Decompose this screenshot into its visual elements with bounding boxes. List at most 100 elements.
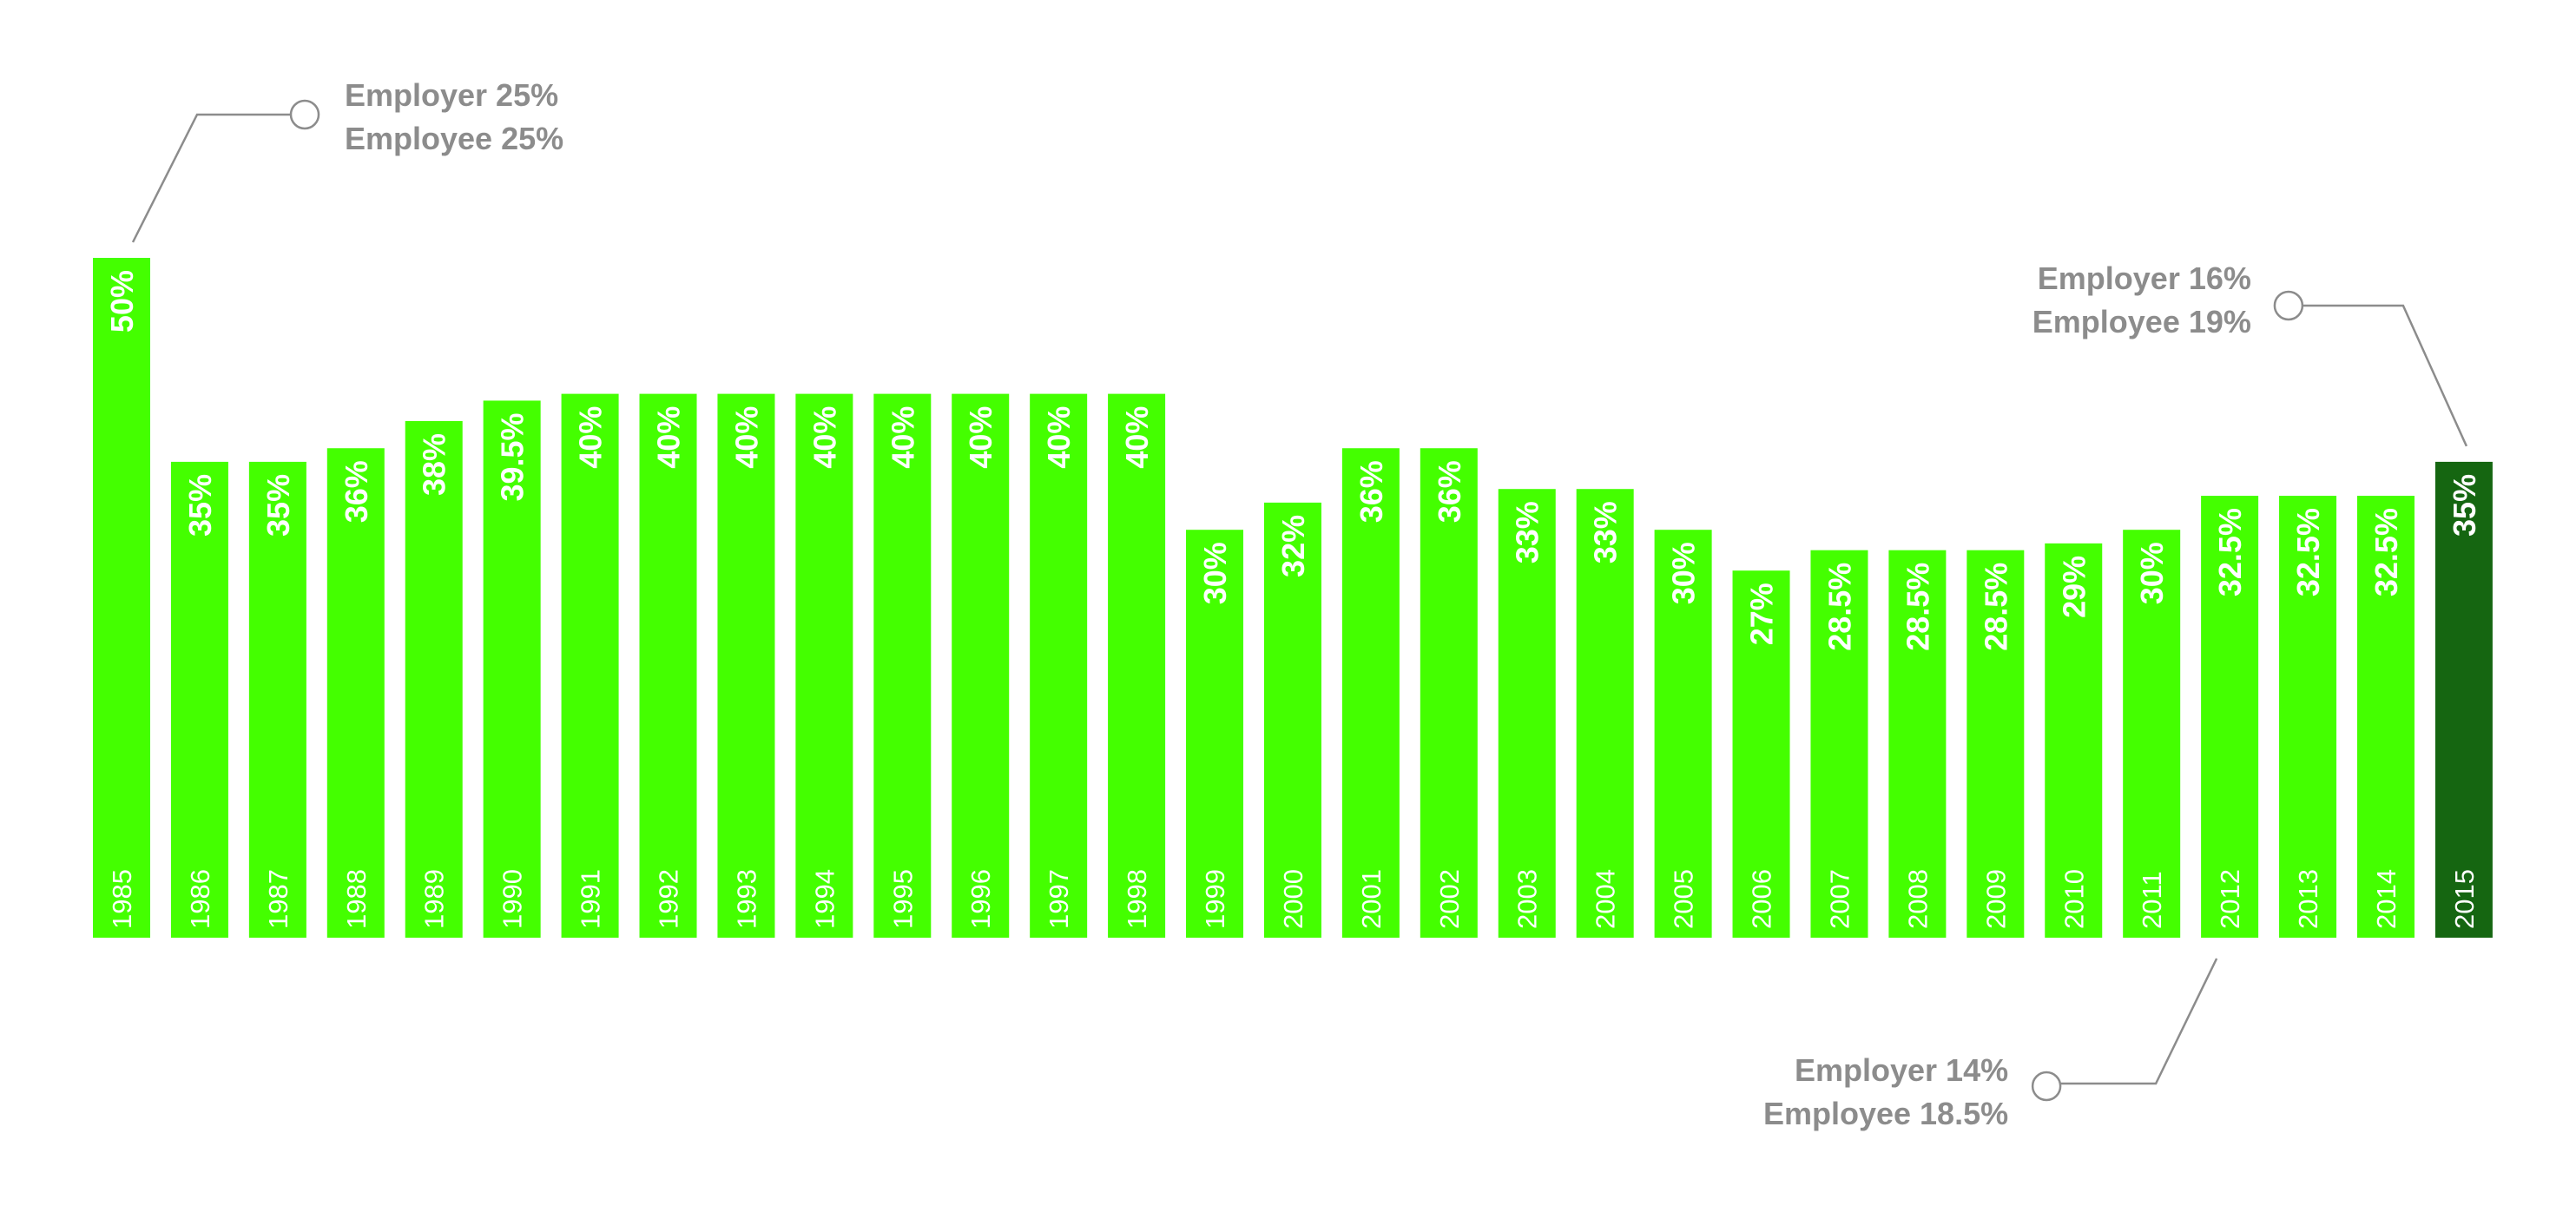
value-label-2002: 36% bbox=[1432, 460, 1467, 523]
bar-2012 bbox=[2201, 496, 2259, 938]
bar-1992 bbox=[639, 393, 697, 939]
year-label-2010: 2010 bbox=[2059, 869, 2089, 929]
year-label-2011: 2011 bbox=[2137, 871, 2167, 929]
year-label-2012: 2012 bbox=[2215, 869, 2245, 929]
year-label-2004: 2004 bbox=[1591, 869, 1621, 929]
value-label-2007: 28.5% bbox=[1822, 563, 1857, 651]
annotation-marker bbox=[2273, 290, 2304, 321]
value-label-1999: 30% bbox=[1197, 542, 1233, 604]
bar-2007 bbox=[1810, 550, 1868, 938]
value-label-2013: 32.5% bbox=[2290, 508, 2326, 596]
bar-1997 bbox=[1030, 393, 1088, 939]
bar-2011 bbox=[2123, 530, 2181, 938]
annotation-marker bbox=[2031, 1071, 2062, 1102]
bar-1995 bbox=[873, 393, 932, 939]
year-label-1992: 1992 bbox=[654, 869, 684, 929]
value-label-2012: 32.5% bbox=[2212, 508, 2248, 596]
value-label-2006: 27% bbox=[1744, 583, 1780, 645]
bar-2004 bbox=[1576, 489, 1634, 938]
annotation-leader-line bbox=[2300, 304, 2468, 447]
annotation-line-1985-1: Employee 25% bbox=[345, 121, 563, 156]
bar-2010 bbox=[2045, 543, 2103, 938]
year-label-1990: 1990 bbox=[497, 869, 528, 929]
year-label-1999: 1999 bbox=[1200, 869, 1230, 929]
value-label-2008: 28.5% bbox=[1900, 563, 1935, 651]
year-label-1997: 1997 bbox=[1044, 869, 1074, 929]
bar-2002 bbox=[1420, 448, 1478, 938]
year-label-2006: 2006 bbox=[1747, 869, 1777, 929]
bar-2015 bbox=[2434, 461, 2493, 938]
bar-2006 bbox=[1732, 570, 1790, 938]
value-label-2005: 30% bbox=[1666, 542, 1702, 604]
bar-1985 bbox=[93, 258, 150, 938]
year-label-2009: 2009 bbox=[1980, 869, 2011, 929]
bar-2014 bbox=[2356, 496, 2415, 938]
value-label-1990: 39.5% bbox=[495, 412, 530, 501]
bar-1987 bbox=[248, 461, 306, 938]
year-label-1998: 1998 bbox=[1122, 869, 1152, 929]
bar-1988 bbox=[326, 448, 385, 938]
value-label-2010: 29% bbox=[2056, 556, 2092, 618]
year-label-2002: 2002 bbox=[1434, 869, 1465, 929]
value-label-1994: 40% bbox=[807, 406, 842, 469]
year-label-1994: 1994 bbox=[809, 869, 840, 929]
annotation-marker bbox=[289, 99, 320, 130]
year-label-2015: 2015 bbox=[2449, 869, 2480, 929]
value-label-2014: 32.5% bbox=[2368, 508, 2404, 596]
bar-2001 bbox=[1341, 448, 1400, 938]
value-label-2004: 33% bbox=[1588, 501, 1624, 563]
annotation-2012: Employer 14% Employee 18.5% bbox=[1763, 958, 2218, 1131]
bar-2003 bbox=[1498, 489, 1556, 938]
value-label-1993: 40% bbox=[728, 406, 764, 469]
value-label-1988: 36% bbox=[339, 460, 374, 523]
value-label-1997: 40% bbox=[1041, 406, 1077, 469]
value-label-1987: 35% bbox=[260, 474, 296, 537]
annotation-line-2015-1: Employee 19% bbox=[2032, 304, 2251, 339]
year-label-1989: 1989 bbox=[419, 869, 450, 929]
bar-2013 bbox=[2279, 496, 2337, 938]
bar-1990 bbox=[483, 400, 541, 938]
value-label-2000: 32% bbox=[1275, 515, 1311, 577]
bar-1993 bbox=[717, 393, 775, 939]
bar-1989 bbox=[405, 420, 463, 938]
value-label-1998: 40% bbox=[1119, 406, 1155, 469]
annotations-layer: Employer 25%Employee 25%Employer 16%Empl… bbox=[131, 77, 2468, 1131]
year-label-1988: 1988 bbox=[341, 869, 372, 929]
value-label-2015: 35% bbox=[2447, 474, 2482, 537]
annotation-leader-line bbox=[131, 113, 293, 243]
year-label-2003: 2003 bbox=[1512, 869, 1543, 929]
bar-2000 bbox=[1263, 502, 1321, 938]
value-label-2001: 36% bbox=[1354, 460, 1389, 523]
annotation-line-1985-0: Employer 25% bbox=[345, 77, 558, 113]
annotation-leader-line bbox=[2059, 958, 2218, 1085]
value-label-1985: 50% bbox=[104, 270, 140, 333]
year-label-2014: 2014 bbox=[2371, 869, 2401, 929]
bars-layer: 50% 1985 35% 1986 35% 1987 36% 1988 38% 1989 39.5%… bbox=[93, 258, 2493, 939]
year-label-1991: 1991 bbox=[576, 869, 606, 929]
year-label-2000: 2000 bbox=[1278, 869, 1308, 929]
bar-2009 bbox=[1967, 550, 2025, 938]
value-label-2003: 33% bbox=[1510, 501, 1545, 563]
value-label-1992: 40% bbox=[651, 406, 687, 469]
annotation-line-2012-0: Employer 14% bbox=[1795, 1052, 2008, 1088]
bar-1991 bbox=[561, 393, 619, 939]
year-label-2013: 2013 bbox=[2293, 869, 2323, 929]
value-label-2011: 30% bbox=[2134, 542, 2170, 604]
bar-1994 bbox=[795, 393, 853, 939]
year-label-1995: 1995 bbox=[887, 869, 918, 929]
bar-1986 bbox=[170, 461, 228, 938]
value-label-1991: 40% bbox=[573, 406, 609, 469]
value-label-1989: 38% bbox=[417, 433, 452, 496]
year-label-1986: 1986 bbox=[185, 869, 215, 929]
value-label-2009: 28.5% bbox=[1978, 563, 2013, 651]
year-label-2001: 2001 bbox=[1356, 869, 1387, 929]
bar-2008 bbox=[1888, 550, 1947, 938]
value-label-1986: 35% bbox=[182, 474, 218, 537]
value-label-1996: 40% bbox=[963, 406, 998, 469]
year-label-2008: 2008 bbox=[1902, 869, 1933, 929]
year-label-1985: 1985 bbox=[107, 869, 137, 929]
annotation-1985: Employer 25% Employee 25% bbox=[131, 77, 563, 243]
bar-2005 bbox=[1654, 530, 1712, 938]
year-label-2005: 2005 bbox=[1669, 869, 1699, 929]
